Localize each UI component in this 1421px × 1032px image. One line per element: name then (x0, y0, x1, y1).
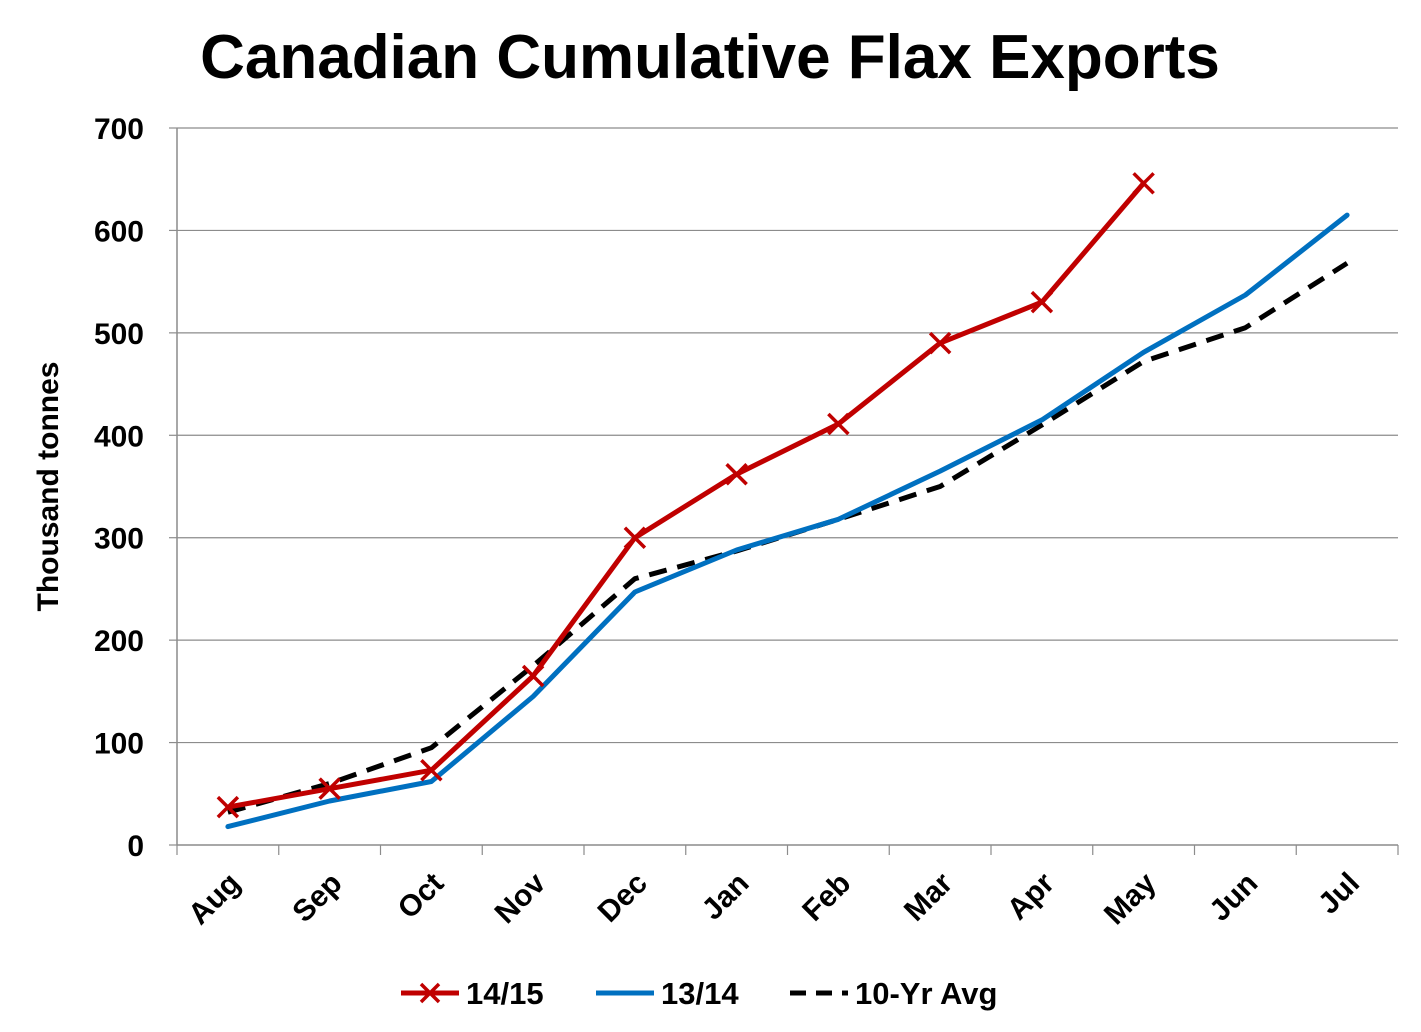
y-tick-label: 600 (94, 215, 144, 248)
x-tick-label: Aug (182, 867, 247, 932)
series-line-2 (227, 261, 1349, 815)
series-line-1 (225, 212, 1350, 830)
x-tick-label: Apr (1001, 866, 1061, 926)
y-tick-labels: 0 100 200 300 400 500 600 700 (94, 113, 144, 863)
legend-marker (419, 982, 441, 1004)
data-point-marker (623, 526, 647, 549)
y-tick-label: 400 (94, 420, 144, 453)
legend-label: 14/15 (466, 976, 544, 1011)
x-tick-label: Dec (592, 867, 654, 929)
y-tick-label: 500 (94, 318, 144, 351)
series-lines (216, 172, 1350, 830)
x-tick-label: Jun (1203, 867, 1264, 928)
x-tick-label: Nov (489, 866, 553, 930)
x-tick-label: Oct (392, 867, 451, 926)
data-point-marker (1030, 290, 1054, 314)
series-line-0 (225, 180, 1147, 810)
legend-label: 13/14 (661, 976, 739, 1011)
x-tick-label: Feb (796, 867, 857, 928)
y-axis-label: Thousand tonnes (32, 362, 65, 612)
x-tick-label: Jul (1312, 867, 1366, 921)
data-point-marker (725, 462, 748, 486)
gridlines (177, 127, 1398, 744)
legend-item-0: 14/15 (401, 976, 544, 1011)
data-point-marker (420, 758, 443, 782)
data-point-marker (1132, 172, 1155, 195)
y-tick-label: 100 (94, 728, 144, 761)
y-tick-label: 0 (127, 830, 144, 863)
data-point-marker (318, 777, 341, 800)
x-tick-label: Mar (898, 866, 959, 927)
y-tick-label: 700 (94, 113, 144, 146)
legend-item-2: 10-Yr Avg (790, 976, 997, 1011)
data-point-marker (928, 331, 952, 355)
x-tick-label: Sep (286, 867, 348, 929)
axes (169, 127, 1399, 855)
data-point-marker (216, 795, 240, 819)
x-tick-labels: Aug Sep Oct Nov Dec Jan Feb Mar Apr May Jun Jul (182, 866, 1366, 931)
legend: 14/15 13/14 10-Yr Avg (401, 976, 997, 1011)
x-tick-label: May (1098, 866, 1163, 931)
y-tick-label: 300 (94, 523, 144, 556)
y-tick-label: 200 (94, 625, 144, 658)
data-point-marker (521, 664, 545, 688)
chart-title: Canadian Cumulative Flax Exports (200, 23, 1220, 92)
data-point-marker (827, 412, 850, 436)
x-tick-label: Jan (696, 867, 756, 927)
legend-item-1: 13/14 (596, 976, 739, 1011)
legend-label: 10-Yr Avg (855, 976, 997, 1011)
